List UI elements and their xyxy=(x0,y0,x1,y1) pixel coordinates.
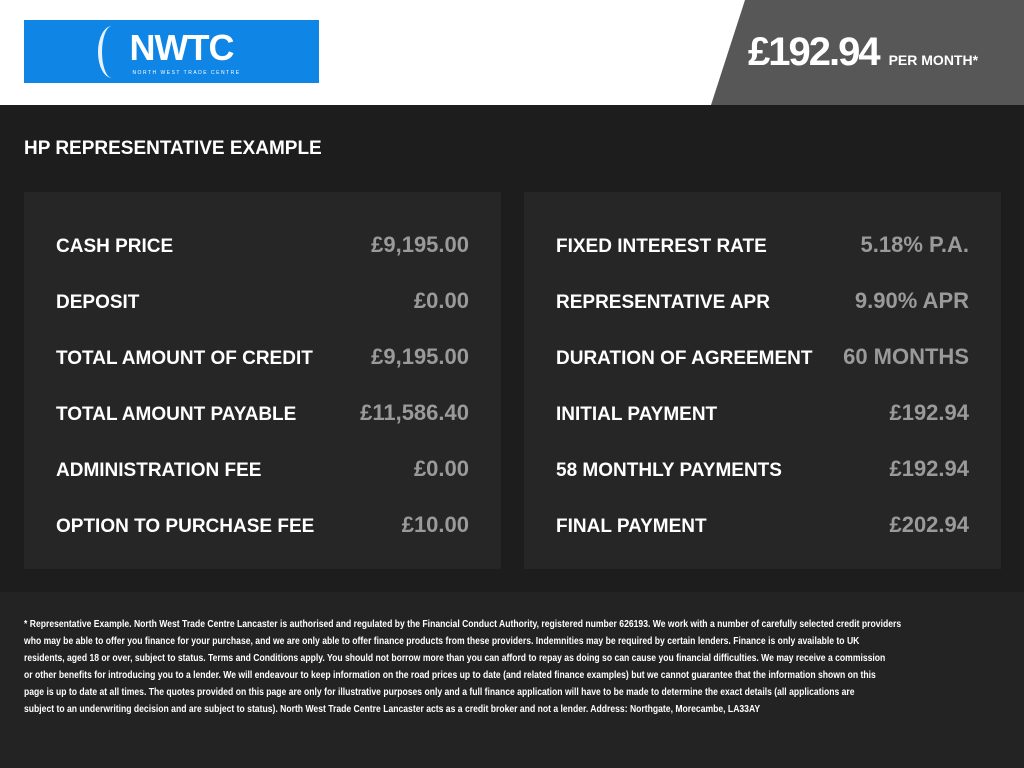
finance-value: £192.94 xyxy=(889,456,969,481)
finance-row: 58 MONTHLY PAYMENTS £192.94 xyxy=(556,440,969,496)
price-box xyxy=(711,0,1024,105)
tyre-icon xyxy=(98,26,126,78)
finance-label: ADMINISTRATION FEE xyxy=(56,460,262,481)
disclaimer-line: residents, aged 18 or over, subject to s… xyxy=(24,653,886,664)
finance-value: £192.94 xyxy=(889,400,969,425)
finance-value: £11,586.40 xyxy=(360,400,469,425)
finance-label: 58 MONTHLY PAYMENTS xyxy=(556,460,782,481)
finance-panel-right: FIXED INTEREST RATE 5.18% P.A. REPRESENTAT… xyxy=(524,192,1001,569)
finance-label: DURATION OF AGREEMENT xyxy=(556,348,813,369)
disclaimer-line: page is up to date at all times. The quo… xyxy=(24,687,855,698)
finance-label: FINAL PAYMENT xyxy=(556,516,707,537)
finance-label: TOTAL AMOUNT OF CREDIT xyxy=(56,348,313,369)
section-title: HP REPRESENTATIVE EXAMPLE xyxy=(24,138,322,159)
finance-value: £10.00 xyxy=(401,512,469,537)
finance-row: ADMINISTRATION FEE £0.00 xyxy=(56,440,469,496)
finance-value: 5.18% P.A. xyxy=(860,232,969,257)
finance-value: 60 MONTHS xyxy=(843,344,969,369)
disclaimer-line: * Representative Example. North West Tra… xyxy=(24,619,902,630)
finance-row: DURATION OF AGREEMENT 60 MONTHS xyxy=(556,328,969,384)
finance-row: INITIAL PAYMENT £192.94 xyxy=(556,384,969,440)
finance-label: CASH PRICE xyxy=(56,236,174,257)
disclaimer-line: or other benefits for introducing you to… xyxy=(24,670,876,681)
finance-row: FIXED INTEREST RATE 5.18% P.A. xyxy=(556,216,969,272)
finance-row: CASH PRICE £9,195.00 xyxy=(56,216,469,272)
logo-subtext: NORTH WEST TRADE CENTRE xyxy=(132,69,241,76)
finance-row: TOTAL AMOUNT OF CREDIT £9,195.00 xyxy=(56,328,469,384)
finance-value: £9,195.00 xyxy=(371,344,469,369)
finance-label: DEPOSIT xyxy=(56,292,140,313)
finance-label: FIXED INTEREST RATE xyxy=(556,236,767,257)
finance-row: FINAL PAYMENT £202.94 xyxy=(556,496,969,552)
finance-label: OPTION TO PURCHASE FEE xyxy=(56,516,315,537)
price-group: £192.94 PER MONTH* xyxy=(748,28,978,76)
finance-row: OPTION TO PURCHASE FEE £10.00 xyxy=(56,496,469,552)
disclaimer-line: subject to an underwriting decision and … xyxy=(24,704,761,715)
finance-panel-left: CASH PRICE £9,195.00 DEPOSIT £0.00 TOTAL AMO… xyxy=(24,192,501,569)
finance-row: DEPOSIT £0.00 xyxy=(56,272,469,328)
finance-value: £0.00 xyxy=(413,456,469,481)
nwtc-logo[interactable]: NWTC NORTH WEST TRADE CENTRE xyxy=(24,20,319,83)
disclaimer: * Representative Example. North West Tra… xyxy=(0,592,1024,768)
finance-label: INITIAL PAYMENT xyxy=(556,404,718,425)
finance-value: £0.00 xyxy=(413,288,469,313)
finance-row: TOTAL AMOUNT PAYABLE £11,586.40 xyxy=(56,384,469,440)
finance-value: 9.90% APR xyxy=(854,288,969,313)
monthly-price: £192.94 xyxy=(748,30,881,74)
finance-value: £9,195.00 xyxy=(371,232,469,257)
finance-value: £202.94 xyxy=(889,512,969,537)
finance-row: REPRESENTATIVE APR 9.90% APR xyxy=(556,272,969,328)
per-month-label: PER MONTH* xyxy=(888,52,979,68)
finance-label: TOTAL AMOUNT PAYABLE xyxy=(56,404,297,425)
disclaimer-line: who may be able to offer you finance for… xyxy=(24,636,860,647)
finance-label: REPRESENTATIVE APR xyxy=(556,292,770,313)
logo-text: NWTC xyxy=(129,26,235,68)
